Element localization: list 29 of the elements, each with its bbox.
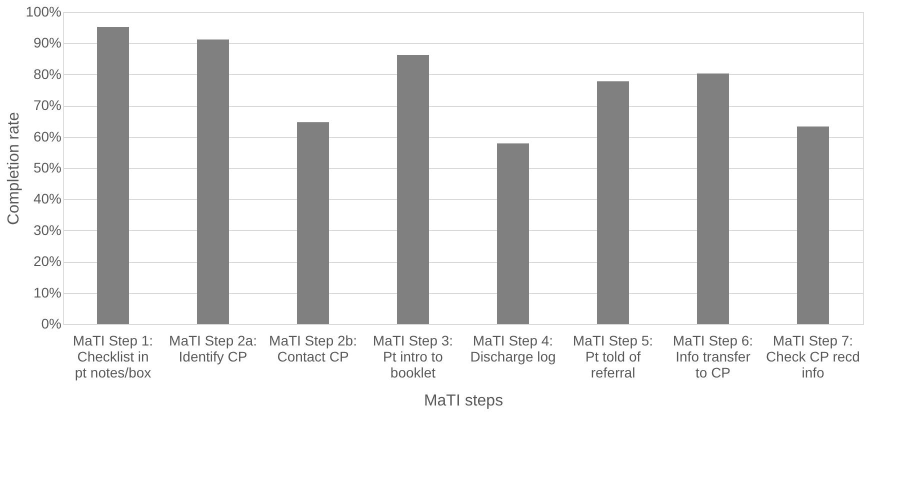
y-tick-label: 30% — [33, 222, 62, 238]
bar — [597, 81, 629, 324]
y-tick-label: 20% — [33, 253, 62, 270]
y-tick-label: 10% — [33, 284, 62, 300]
y-tick-label: 100% — [26, 4, 62, 20]
y-tick-label: 80% — [33, 66, 62, 82]
x-tick-label: MaTI Step 2a: Identify CP — [169, 332, 257, 364]
y-tick-label: 70% — [33, 97, 62, 114]
x-tick-label: MaTI Step 6: Info transfer to CP — [672, 332, 754, 380]
y-tick-label: 90% — [33, 34, 62, 51]
y-tick-label: 40% — [33, 190, 62, 207]
bar — [197, 39, 229, 324]
y-tick-label: 0% — [41, 316, 62, 332]
bar — [97, 26, 129, 324]
bar — [297, 122, 329, 324]
x-tick-label: MaTI Step 5: Pt told of referral — [572, 332, 654, 380]
x-tick-label: MaTI Step 1: Checklist in pt notes/box — [72, 332, 154, 380]
bar — [697, 73, 729, 324]
x-tick-label: MaTI Step 2b: Contact CP — [269, 332, 357, 364]
x-tick-label: MaTI Step 3: Pt intro to booklet — [372, 332, 454, 380]
y-tick-label: 50% — [33, 160, 62, 176]
x-tick-label: MaTI Step 4: Discharge log — [470, 332, 556, 364]
x-tick-label: MaTI Step 7: Check CP recd info — [766, 332, 860, 380]
bar — [797, 126, 829, 324]
bar — [397, 55, 429, 324]
bar — [497, 143, 529, 324]
x-axis-title: MaTI steps — [424, 392, 504, 410]
y-axis-title: Completion rate — [6, 112, 23, 225]
y-tick-label: 60% — [33, 128, 62, 144]
